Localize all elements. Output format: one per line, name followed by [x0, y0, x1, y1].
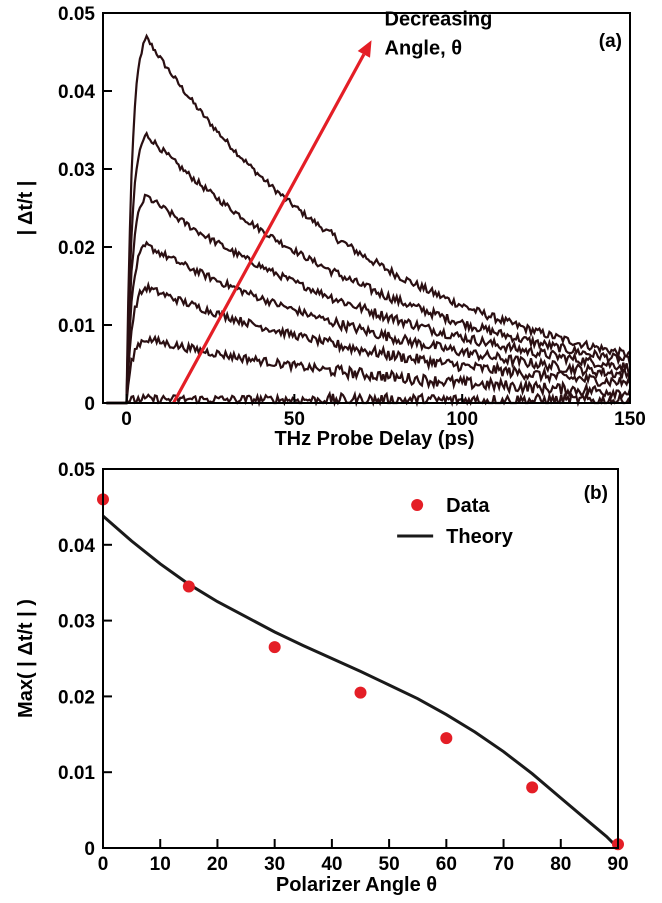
x-tick-label: 50 — [379, 854, 400, 875]
series-line — [106, 390, 631, 408]
x-tick-label: 20 — [207, 854, 228, 875]
y-tick-label: 0.02 — [58, 238, 95, 259]
panel-a-annotation — [172, 40, 372, 404]
x-tick-label: 70 — [493, 854, 514, 875]
annotation-arrow — [172, 53, 366, 404]
y-tick-label: 0.05 — [58, 4, 95, 25]
legend-theory-label: Theory — [446, 526, 514, 548]
y-tick-label: 0.01 — [58, 763, 95, 784]
panel-a-y-axis-label: | Δt/t | — [15, 181, 37, 236]
panel-a-label: (a) — [599, 31, 622, 52]
panel-a: 0 50 100 150 0 0.01 0.02 0.03 0.04 0.05 (a) THz P… — [15, 4, 646, 450]
y-tick-label: 0.02 — [58, 687, 95, 708]
x-tick-label: 90 — [607, 854, 628, 875]
panel-a-x-axis-label: THz Probe Delay (ps) — [274, 428, 474, 450]
x-tick-label: 0 — [121, 409, 132, 430]
legend-data-label: Data — [446, 495, 490, 517]
legend-data-marker — [411, 499, 424, 511]
panel-a-annotation-line1: Decreasing — [385, 8, 493, 30]
y-tick-label: 0.04 — [58, 82, 95, 103]
annotation-arrow-head — [357, 40, 372, 58]
series-line — [106, 240, 632, 405]
panel-b-label: (b) — [584, 483, 608, 504]
panel-b: 0 10 20 30 40 50 60 70 80 90 0 0.01 0.02 0.03 0.04 0.05… — [15, 460, 629, 896]
panel-a-series — [106, 33, 632, 408]
data-point — [440, 732, 453, 745]
panel-a-annotation-line2: Angle, θ — [385, 37, 462, 59]
panel-b-series — [97, 493, 624, 851]
x-tick-label: 10 — [150, 854, 171, 875]
data-point — [526, 781, 539, 794]
x-tick-label: 80 — [550, 854, 571, 875]
panel-b-frame — [102, 468, 619, 849]
series-line — [106, 280, 632, 405]
y-tick-label: 0 — [84, 394, 95, 415]
data-point — [182, 580, 195, 593]
data-point — [354, 686, 367, 699]
y-tick-label: 0.04 — [58, 536, 95, 557]
y-tick-label: 0.01 — [58, 316, 95, 337]
y-tick-label: 0.03 — [58, 612, 95, 633]
series-line — [106, 334, 632, 405]
data-point — [268, 641, 281, 654]
x-tick-label: 0 — [98, 854, 109, 875]
x-tick-label: 60 — [436, 854, 457, 875]
panel-b-x-axis-label: Polarizer Angle θ — [276, 874, 437, 896]
panel-b-ticks: 0 10 20 30 40 50 60 70 80 90 0 0.01 0.02 0.03 0.04 0.05 — [58, 460, 629, 875]
series-line — [106, 193, 631, 405]
x-tick-label: 150 — [614, 409, 646, 430]
panel-a-frame — [102, 12, 631, 404]
x-tick-label: 100 — [446, 409, 478, 430]
panel-b-y-axis-label: Max( | Δt/t | ) — [15, 599, 37, 718]
series-line — [106, 130, 632, 405]
panel-a-ticks: 0 50 100 150 0 0.01 0.02 0.03 0.04 0.05 — [58, 4, 646, 430]
theory-line — [102, 514, 620, 850]
panel-b-legend: Data Theory — [397, 495, 514, 548]
y-tick-label: 0.03 — [58, 160, 95, 181]
x-tick-label: 30 — [264, 854, 285, 875]
y-tick-label: 0.05 — [58, 460, 95, 481]
x-tick-label: 50 — [284, 409, 305, 430]
x-tick-label: 40 — [321, 854, 342, 875]
y-tick-label: 0 — [84, 839, 95, 860]
series-line — [106, 33, 631, 405]
